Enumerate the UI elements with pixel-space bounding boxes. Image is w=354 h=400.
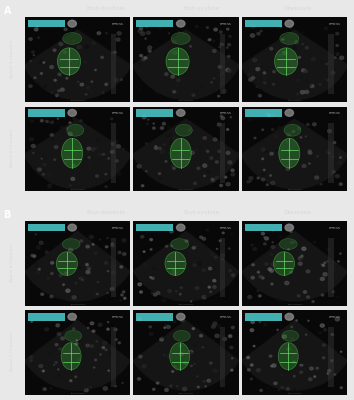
- Text: B: B: [4, 210, 11, 220]
- Text: Apical 4-Chamber: Apical 4-Chamber: [10, 243, 15, 282]
- Text: End-diastole: End-diastole: [87, 6, 126, 11]
- Text: Diastasis: Diastasis: [283, 210, 312, 215]
- Text: Apical 2-Chamber: Apical 2-Chamber: [10, 128, 15, 167]
- Text: End-systole: End-systole: [184, 6, 220, 11]
- Text: A: A: [4, 6, 11, 16]
- Text: End-diastole: End-diastole: [87, 210, 126, 215]
- Text: End-systole: End-systole: [184, 210, 220, 215]
- Text: Diastasis: Diastasis: [283, 6, 312, 11]
- Text: Apical 2-Chamber: Apical 2-Chamber: [10, 332, 15, 371]
- Text: Apical 4-Chamber: Apical 4-Chamber: [10, 39, 15, 78]
